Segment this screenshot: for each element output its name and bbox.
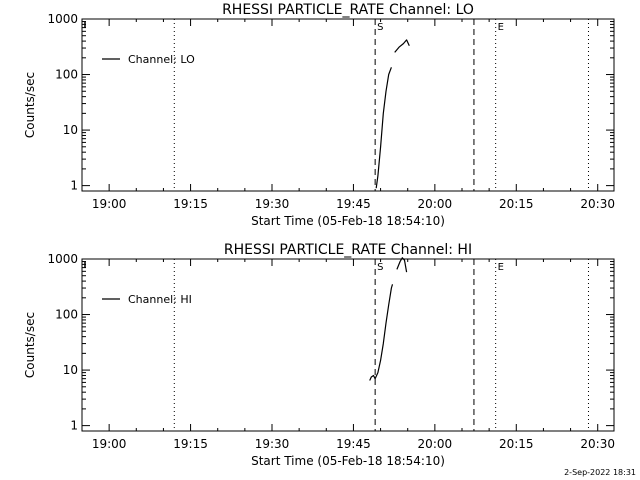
- panel-1-marker-label-s: S: [377, 22, 383, 33]
- panel-2-y-axis-label: Counts/sec: [23, 312, 37, 378]
- panel-2-y-tick-label: 1: [70, 419, 78, 433]
- panel-2-y-tick-label: 100: [55, 308, 78, 322]
- panel-2-marker-label-e: E: [498, 262, 504, 273]
- panel-2-x-tick-label: 19:45: [336, 437, 371, 451]
- panel-2-x-tick-label: 20:00: [418, 437, 453, 451]
- panel-1-x-tick-label: 20:00: [418, 197, 453, 211]
- panel-1-legend-label: Channel: LO: [128, 53, 195, 66]
- panel-1-x-tick-label: 19:15: [173, 197, 208, 211]
- panel-2-x-axis-label: Start Time (05-Feb-18 18:54:10): [251, 454, 445, 468]
- panel-2-x-tick-label: 19:30: [255, 437, 290, 451]
- panel-1-y-axis-label: Counts/sec: [23, 72, 37, 138]
- panel-1-series-1-segment-2: [394, 39, 410, 53]
- panel-2-series-1-segment-2: [396, 257, 408, 273]
- panel-1-x-tick-label: 19:00: [92, 197, 127, 211]
- panel-1-x-tick-label: 20:30: [580, 197, 615, 211]
- panel-2-x-tick-label: 20:30: [580, 437, 615, 451]
- creation-date-stamp: 2-Sep-2022 18:31: [564, 468, 636, 477]
- panel-1-y-tick-label: 1: [70, 179, 78, 193]
- panel-1-x-axis-label: Start Time (05-Feb-18 18:54:10): [251, 214, 445, 228]
- panel-1-plot-frame: [81, 18, 615, 192]
- panel-1-x-tick-label: 19:45: [336, 197, 371, 211]
- panel-1-title: RHESSI PARTICLE_RATE Channel: LO: [222, 2, 474, 18]
- panel-2-series-1-segment-1: [369, 284, 394, 381]
- panel-1-y-tick-label: 100: [55, 68, 78, 82]
- panel-2-y-tick-label: 10: [63, 363, 78, 377]
- panel-2-x-tick-label: 20:15: [499, 437, 534, 451]
- panel-2-y-tick-label: 1000: [47, 252, 78, 266]
- panel-1-series-1-segment-1: [375, 67, 392, 189]
- panel-1-x-tick-label: 20:15: [499, 197, 534, 211]
- panel-2-plot-frame: [81, 258, 615, 432]
- panel-1-x-tick-label: 19:30: [255, 197, 290, 211]
- panel-1-y-tick-label: 1000: [47, 12, 78, 26]
- panel-2-x-tick-label: 19:00: [92, 437, 127, 451]
- panel-1-y-tick-label: 10: [63, 123, 78, 137]
- panel-2-x-tick-label: 19:15: [173, 437, 208, 451]
- panel-2-title: RHESSI PARTICLE_RATE Channel: HI: [224, 242, 472, 258]
- panel-1-marker-label-e: E: [498, 22, 504, 33]
- panel-2-legend-label: Channel: HI: [128, 293, 192, 306]
- panel-2-marker-label-s: S: [377, 262, 383, 273]
